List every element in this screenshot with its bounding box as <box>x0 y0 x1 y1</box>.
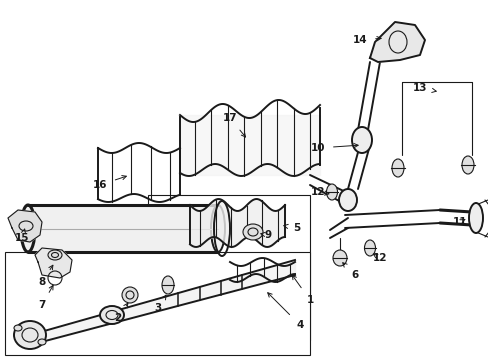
Polygon shape <box>8 210 42 242</box>
Ellipse shape <box>468 203 482 233</box>
Text: 5: 5 <box>283 223 300 233</box>
Text: 11: 11 <box>452 217 467 227</box>
Ellipse shape <box>38 339 46 345</box>
Text: 2: 2 <box>114 303 127 323</box>
Ellipse shape <box>14 321 46 349</box>
Ellipse shape <box>100 306 124 324</box>
Text: 13: 13 <box>412 83 435 93</box>
Ellipse shape <box>338 189 356 211</box>
Ellipse shape <box>391 159 403 177</box>
Text: 16: 16 <box>93 176 126 190</box>
Text: 10: 10 <box>310 143 357 153</box>
Text: 15: 15 <box>15 229 29 243</box>
Ellipse shape <box>14 325 22 331</box>
Bar <box>148 195 309 340</box>
Text: 3: 3 <box>154 295 166 313</box>
Ellipse shape <box>351 127 371 153</box>
Text: 4: 4 <box>267 293 303 330</box>
Text: 12: 12 <box>372 253 386 263</box>
Ellipse shape <box>243 224 263 240</box>
Text: 12: 12 <box>310 187 328 197</box>
Bar <box>5 252 309 355</box>
Polygon shape <box>369 22 424 62</box>
Ellipse shape <box>326 184 337 200</box>
Text: 8: 8 <box>38 265 53 287</box>
Text: 9: 9 <box>260 230 271 240</box>
Text: 14: 14 <box>352 35 380 45</box>
Ellipse shape <box>461 156 473 174</box>
Ellipse shape <box>122 287 138 303</box>
Ellipse shape <box>332 250 346 266</box>
Text: 6: 6 <box>342 263 358 280</box>
Ellipse shape <box>48 250 62 260</box>
Polygon shape <box>35 248 72 278</box>
Ellipse shape <box>21 205 35 252</box>
Ellipse shape <box>364 240 375 256</box>
Text: 7: 7 <box>38 285 53 310</box>
Ellipse shape <box>162 276 174 294</box>
Ellipse shape <box>210 205 224 252</box>
Text: 1: 1 <box>292 275 313 305</box>
Bar <box>28 205 218 252</box>
Text: 17: 17 <box>222 113 245 137</box>
